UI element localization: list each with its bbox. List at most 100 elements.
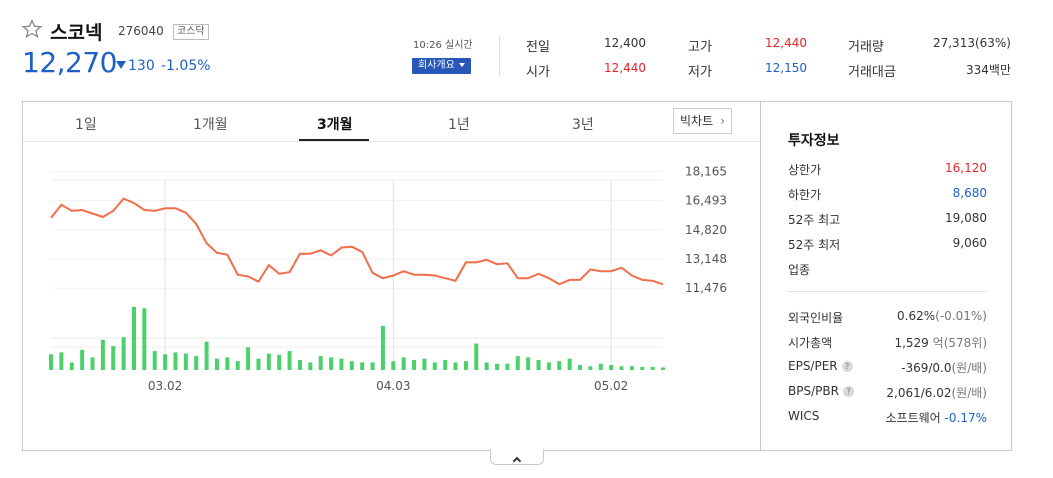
volume-bar (619, 366, 624, 370)
eps-per-unit: (원/배) (951, 361, 988, 375)
low-label: 저가 (688, 65, 712, 80)
x-tick-label: 05.02 (594, 379, 628, 393)
down-arrow-icon (116, 61, 126, 69)
tab-1month[interactable]: 1개월 (193, 117, 228, 133)
realtime-label: 10:26 실시간 (413, 40, 473, 51)
volume-bar (401, 357, 406, 370)
volume-bar (121, 337, 126, 370)
foreign-ratio-change: (-0.01%) (935, 309, 987, 323)
market-badge: 코스닥 (173, 24, 209, 40)
volume-bar (214, 358, 219, 370)
wics-change: -0.17% (944, 411, 987, 425)
market-cap-rank: (578위) (943, 336, 987, 350)
tab-3year[interactable]: 3년 (572, 117, 594, 133)
collapse-toggle[interactable] (490, 449, 544, 466)
tab-1day[interactable]: 1일 (75, 117, 97, 133)
y-tick-label: 11,476 (685, 281, 727, 295)
tab-1year[interactable]: 1년 (448, 117, 470, 133)
volume-bar (90, 357, 95, 370)
price-line (50, 197, 664, 286)
volume-bar (463, 361, 468, 370)
volume-bar (536, 359, 541, 370)
x-tick-label: 03.02 (148, 379, 182, 393)
volume-bar (183, 353, 188, 370)
volume-bar (557, 361, 562, 370)
bps-pbr-unit: (원/배) (951, 386, 988, 400)
info-separator (788, 291, 987, 292)
volume-bar (505, 363, 510, 370)
eps-per-text: EPS/PER (788, 359, 838, 373)
chart-panel: 1일 1개월 3개월 1년 3년 빅차트 › 18,165 16,493 14,82… (23, 102, 760, 450)
volume-bar (152, 351, 157, 370)
company-overview-button[interactable]: 회사개요 (412, 58, 471, 74)
volume-bar (111, 346, 116, 370)
volume-bar (370, 362, 375, 370)
volume-bar (412, 359, 417, 370)
wics-value[interactable]: 소프트웨어 -0.17% (886, 409, 987, 426)
volume-bar (100, 339, 105, 370)
volume-label: 거래량 (848, 40, 884, 55)
volume-bar (546, 362, 551, 370)
volume-bar (225, 357, 230, 370)
volume-bar (142, 308, 147, 370)
amount-value: 334백만 (966, 63, 1011, 77)
volume-bar (474, 343, 479, 370)
divider (499, 36, 500, 76)
price-chart: 18,165 16,493 14,820 13,148 11,476 03.02 04.03… (49, 164, 727, 393)
volume-bar (661, 367, 665, 370)
volume-bar (578, 364, 583, 370)
volume-value: 27,313(63%) (932, 36, 1011, 50)
volume-bar (339, 358, 344, 370)
active-tab-underline (299, 139, 369, 141)
y-tick-label: 16,493 (685, 194, 727, 208)
week52-high-label: 52주 최고 (788, 213, 841, 227)
volume-bar (629, 366, 634, 370)
open-value: 12,440 (604, 61, 646, 75)
chevron-right-icon: › (720, 114, 725, 128)
prev-close-value: 12,400 (604, 36, 646, 50)
big-chart-button[interactable]: 빅차트 › (673, 108, 732, 134)
volume-bar (131, 307, 136, 370)
chart-container: 1일 1개월 3개월 1년 3년 빅차트 › 18,165 16,493 14,82… (22, 101, 1012, 451)
volume-bar (318, 356, 323, 370)
price-change-rate: -1.05% (161, 58, 211, 74)
y-tick-label: 18,165 (685, 164, 727, 178)
tab-3month[interactable]: 3개월 (317, 117, 353, 133)
volume-bar (588, 366, 593, 370)
stock-header: 스코넥 276040 코스닥 12,270 130 -1.05% 10:26 실… (0, 0, 1053, 100)
volume-bar (650, 366, 655, 370)
volume-bar (277, 354, 282, 370)
tabs-divider (23, 141, 760, 142)
volume-bar (287, 351, 292, 370)
volume-bar (173, 352, 178, 370)
x-tick-label: 04.03 (376, 379, 410, 393)
wics-label: WICS (788, 409, 820, 423)
volume-bar (526, 357, 531, 370)
market-cap-label: 시가총액 (788, 336, 833, 350)
volume-bar (391, 361, 396, 370)
info-title: 투자정보 (788, 133, 840, 149)
help-icon[interactable]: ? (841, 361, 853, 372)
investment-info-panel: 투자정보 상한가 16,120 하한가 8,680 52주 최고 19,080 … (760, 102, 1011, 450)
low-value: 12,150 (765, 61, 807, 75)
volume-bar (163, 354, 168, 370)
prev-close-label: 전일 (526, 40, 550, 55)
price-change: 130 (128, 58, 155, 74)
volume-bar (432, 362, 437, 370)
volume-bar (329, 357, 334, 370)
volume-bar (308, 362, 313, 370)
caret-down-icon (458, 63, 465, 67)
high-label: 고가 (688, 40, 712, 55)
help-icon[interactable]: ? (842, 386, 854, 397)
eps-per-label: EPS/PER? (788, 359, 853, 373)
week52-low-label: 52주 최저 (788, 238, 841, 252)
volume-bar (515, 356, 520, 370)
volume-bar (204, 341, 209, 370)
market-cap-value: 1,529 억(578위) (894, 334, 987, 351)
volume-bar (235, 361, 240, 370)
star-icon[interactable] (22, 19, 42, 39)
volume-bar (380, 325, 385, 370)
lower-limit-label: 하한가 (788, 188, 822, 202)
wics-sector: 소프트웨어 (885, 411, 941, 425)
foreign-ratio-label: 외국인비율 (788, 311, 844, 325)
